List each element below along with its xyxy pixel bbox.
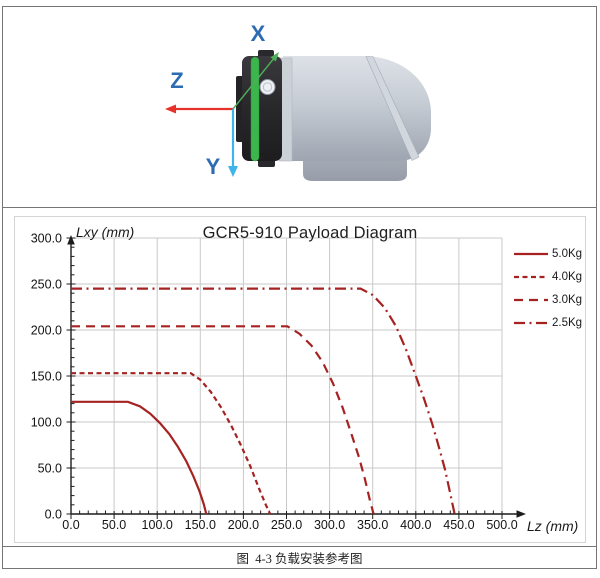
z-axis-arrow	[165, 104, 233, 114]
x-axis-title: Lz (mm)	[527, 518, 579, 534]
flange-hole-inner	[262, 82, 273, 92]
caption-bar: 图 4-3 负载安装参考图	[3, 547, 596, 568]
svg-text:200.0: 200.0	[228, 518, 259, 532]
z-axis-3d-label: Z	[170, 68, 183, 93]
figure-frame: X Z Y 0.0 50.0 100.0 150.0 200.0 250.0 300.0 35…	[2, 6, 597, 569]
legend-item-2.5Kg: 2.5Kg	[514, 311, 582, 334]
series-curve-3.0Kg	[71, 325, 375, 515]
series-curve-5.0Kg	[71, 400, 208, 515]
chart-frame: 0.0 50.0 100.0 150.0 200.0 250.0 300.0 350.0 400…	[14, 216, 586, 543]
legend-label: 3.0Kg	[552, 293, 583, 306]
chart-canvas: 0.0 50.0 100.0 150.0 200.0 250.0 300.0 350.0 400…	[31, 232, 526, 533]
svg-text:350.0: 350.0	[357, 518, 388, 532]
series-curve-4.0Kg	[71, 372, 272, 515]
robot-body	[283, 56, 431, 161]
legend-label: 2.5Kg	[552, 316, 583, 329]
svg-text:150.0: 150.0	[31, 370, 62, 384]
svg-text:300.0: 300.0	[31, 232, 62, 246]
chart-title: GCR5-910 Payload Diagram	[202, 224, 418, 242]
legend-line-sample	[514, 298, 548, 301]
robot-panel: X Z Y	[3, 7, 596, 208]
y-axis-3d-label: Y	[206, 154, 221, 179]
svg-text:50.0: 50.0	[102, 518, 126, 532]
legend-label: 5.0Kg	[552, 247, 583, 260]
svg-text:400.0: 400.0	[400, 518, 431, 532]
y-axis-title: Lxy (mm)	[76, 224, 135, 240]
svg-text:50.0: 50.0	[38, 462, 62, 476]
series-curve-2.5Kg	[71, 287, 456, 515]
chart-panel: 0.0 50.0 100.0 150.0 200.0 250.0 300.0 350.0 400…	[3, 208, 596, 547]
flange-hole	[259, 79, 276, 95]
legend-line-sample	[514, 275, 548, 278]
robot-body-ridge	[365, 56, 420, 161]
legend: 5.0Kg 4.0Kg 3.0Kg 2.5Kg	[514, 242, 582, 334]
svg-text:0.0: 0.0	[45, 508, 62, 522]
mounting-flange	[242, 56, 282, 161]
green-ring	[250, 56, 260, 162]
legend-line-sample	[514, 321, 548, 324]
svg-text:250.0: 250.0	[271, 518, 302, 532]
y-axis-arrow	[228, 109, 238, 177]
tick-labels: 0.0 50.0 100.0 150.0 200.0 250.0 300.0 350.0 400…	[31, 232, 518, 533]
legend-item-5.0Kg: 5.0Kg	[514, 242, 582, 265]
legend-item-3.0Kg: 3.0Kg	[514, 288, 582, 311]
svg-text:200.0: 200.0	[31, 324, 62, 338]
legend-label: 4.0Kg	[552, 270, 583, 283]
legend-line-sample	[514, 252, 548, 255]
svg-text:0.0: 0.0	[62, 518, 79, 532]
x-axis-arrow	[232, 52, 279, 110]
svg-text:100.0: 100.0	[142, 518, 173, 532]
svg-text:150.0: 150.0	[185, 518, 216, 532]
svg-text:250.0: 250.0	[31, 278, 62, 292]
grid	[71, 237, 503, 514]
figure-caption: 图 4-3 负载安装参考图	[236, 552, 363, 566]
legend-item-4.0Kg: 4.0Kg	[514, 265, 582, 288]
axis-ticks	[66, 237, 503, 519]
x-axis-3d-label: X	[251, 21, 266, 46]
robot-scene: X Z Y	[165, 21, 431, 181]
svg-text:500.0: 500.0	[486, 518, 517, 532]
svg-text:450.0: 450.0	[443, 518, 474, 532]
svg-text:300.0: 300.0	[314, 518, 345, 532]
svg-text:100.0: 100.0	[31, 416, 62, 430]
